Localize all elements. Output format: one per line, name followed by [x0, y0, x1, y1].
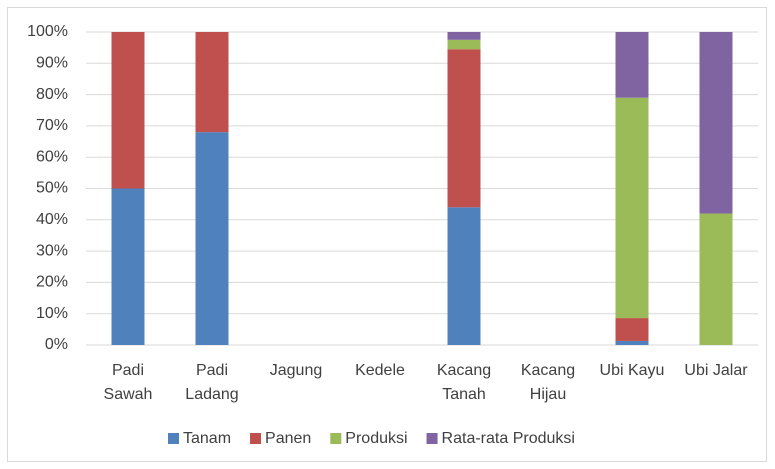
- legend-swatch: [168, 433, 179, 444]
- y-tick-label: 50%: [36, 180, 68, 197]
- legend-swatch: [330, 433, 342, 444]
- x-tick-label: Jagung: [270, 362, 323, 379]
- bar-segment: [447, 49, 481, 208]
- bar-segment: [615, 318, 649, 341]
- x-tick-label: Ubi Kayu: [600, 362, 665, 379]
- legend-swatch: [426, 433, 438, 444]
- y-tick-label: 60%: [36, 148, 68, 165]
- bar-segment: [447, 39, 481, 50]
- y-tick-label: 20%: [36, 274, 68, 291]
- bar-segment: [615, 97, 649, 319]
- y-tick-label: 40%: [36, 211, 68, 228]
- legend-label: Tanam: [183, 430, 231, 447]
- x-tick-label: Kacang Hijau: [521, 362, 575, 403]
- y-tick-label: 10%: [36, 305, 68, 322]
- x-tick-label: Kacang Tanah: [437, 362, 491, 403]
- y-tick-label: 100%: [27, 23, 68, 40]
- x-tick-label: Padi Sawah: [104, 362, 153, 403]
- legend-label: Rata-rata Produksi: [442, 430, 575, 447]
- bar-segment: [447, 32, 481, 40]
- legend-swatch: [250, 433, 262, 444]
- bar-segment: [447, 207, 481, 345]
- bar-segment: [699, 213, 733, 345]
- legend-label: Produksi: [345, 430, 407, 447]
- x-tick-label: Kedele: [355, 362, 405, 379]
- y-tick-label: 0%: [45, 336, 68, 353]
- bar-segment: [111, 32, 145, 189]
- legend-label: Panen: [265, 430, 311, 447]
- x-tick-label: Ubi Jalar: [684, 362, 748, 379]
- y-tick-label: 80%: [36, 86, 68, 103]
- bar-segment: [699, 32, 733, 214]
- bar-segment: [195, 132, 229, 345]
- y-tick-label: 70%: [36, 117, 68, 134]
- bar-segment: [111, 188, 145, 345]
- y-tick-label: 90%: [36, 55, 68, 72]
- bar-segment: [615, 32, 649, 98]
- bar-segment: [195, 32, 229, 133]
- y-tick-label: 30%: [36, 242, 68, 259]
- bar-segment: [615, 340, 649, 345]
- x-tick-label: Padi Ladang: [185, 362, 238, 403]
